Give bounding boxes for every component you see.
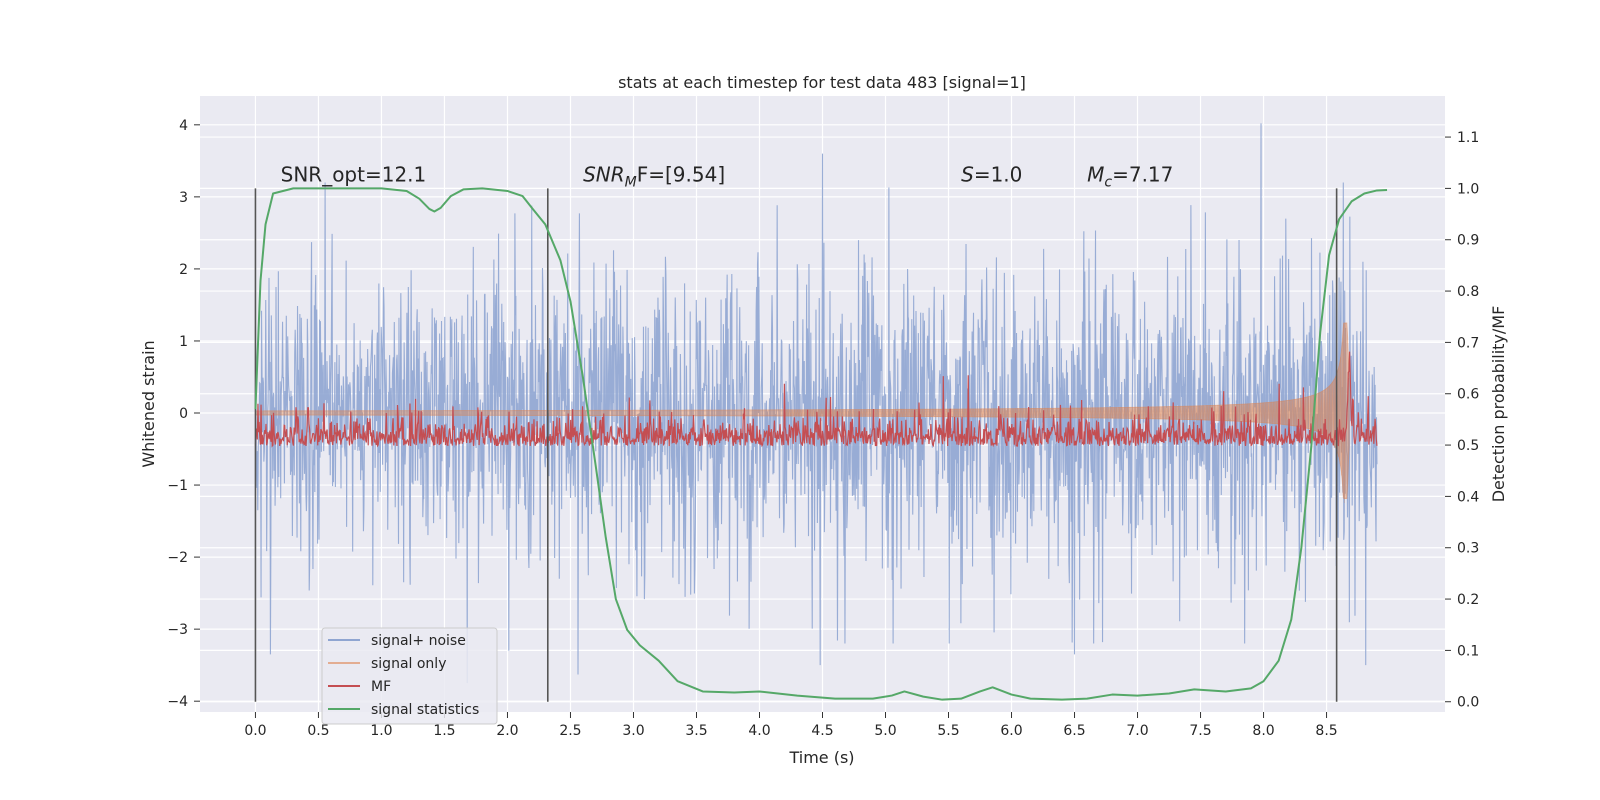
y2-tick-label: 0.6 — [1457, 387, 1479, 403]
x-tick-label: 8.5 — [1315, 723, 1337, 739]
chart-title: stats at each timestep for test data 483… — [618, 73, 1026, 92]
x-tick-label: 1.0 — [370, 723, 392, 739]
x-tick-label: 6.0 — [1000, 723, 1022, 739]
annotation-mc-sub: c — [1104, 174, 1112, 190]
x-tick-label: 0.0 — [244, 723, 266, 739]
x-tick-label: 5.0 — [874, 723, 896, 739]
x-tick-label: 3.0 — [622, 723, 644, 739]
x-tick-label: 7.0 — [1126, 723, 1148, 739]
annotation-snr-mf-rest: F=[9.54] — [637, 162, 725, 186]
y-tick-label: 3 — [179, 190, 188, 206]
annotation-mc-main: M — [1087, 162, 1104, 186]
y2-tick-label: 0.4 — [1457, 489, 1479, 505]
y-tick-label: −4 — [167, 694, 188, 710]
y-tick-label: −3 — [167, 622, 188, 638]
legend-label-signal: signal only — [371, 656, 446, 672]
annotation-mc-rest: =7.17 — [1112, 162, 1173, 186]
x-tick-label: 8.0 — [1252, 723, 1274, 739]
y-axis-label: Whitened strain — [139, 340, 158, 467]
x-tick-label: 3.5 — [685, 723, 707, 739]
y2-tick-label: 0.1 — [1457, 643, 1479, 659]
y2-axis-label: Detection probability/MF — [1489, 306, 1508, 503]
annotation-s-rest: =1.0 — [974, 162, 1023, 186]
legend-label-noise: signal+ noise — [371, 633, 466, 649]
ticks: 0.0 0.5 1.0 1.5 2.0 2.5 3.0 3.5 4.0 4.5 5.0 5.5 6.0 6… — [167, 118, 1479, 739]
annotation-snr-mf-main: SNR — [583, 162, 625, 186]
y2-tick-label: 0.0 — [1457, 695, 1479, 711]
legend-label-mf: MF — [371, 679, 391, 695]
x-tick-label: 2.0 — [496, 723, 518, 739]
y-tick-label: 1 — [179, 334, 188, 350]
legend-label-stats: signal statistics — [371, 702, 479, 718]
x-tick-label: 0.5 — [307, 723, 329, 739]
signal-only-line — [784, 322, 1346, 504]
y2-tick-label: 0.8 — [1457, 284, 1479, 300]
noise-series-line — [254, 123, 1378, 684]
mf-series-line — [254, 351, 1378, 448]
x-tick-label: 4.0 — [748, 723, 770, 739]
annotation-s: S=1.0 — [961, 162, 1022, 186]
annotation-mc: Mc=7.17 — [1087, 162, 1173, 190]
legend: signal+ noise signal only MF signal stat… — [321, 627, 498, 725]
y2-tick-label: 0.9 — [1457, 233, 1479, 249]
series — [254, 123, 1388, 702]
y-tick-label: 2 — [179, 262, 188, 278]
annotation-snr-mf: SNRMF=[9.54] — [583, 162, 725, 190]
y-tick-label: 0 — [179, 406, 188, 422]
x-tick-label: 7.5 — [1189, 723, 1211, 739]
x-tick-label: 5.5 — [937, 723, 959, 739]
stats-series-line — [254, 187, 1388, 701]
y2-tick-label: 0.3 — [1457, 541, 1479, 557]
y2-tick-label: 0.5 — [1457, 438, 1479, 454]
annotations: SNR_opt=12.1 SNRMF=[9.54] S=1.0 Mc=7.17 — [281, 162, 1174, 190]
x-tick-label: 6.5 — [1063, 723, 1085, 739]
y-tick-label: −1 — [167, 478, 188, 494]
y2-tick-label: 0.2 — [1457, 592, 1479, 608]
legend-box — [321, 627, 498, 725]
x-tick-label: 1.5 — [433, 723, 455, 739]
y-tick-label: 4 — [179, 118, 188, 134]
annotation-snr-opt: SNR_opt=12.1 — [281, 162, 427, 186]
x-tick-label: 2.5 — [559, 723, 581, 739]
signal-only-envelope — [255, 322, 1350, 499]
annotation-snr-mf-sub: M — [625, 174, 637, 190]
x-tick-label: 4.5 — [811, 723, 833, 739]
y2-tick-label: 0.7 — [1457, 335, 1479, 351]
y2-tick-label: 1.0 — [1457, 181, 1479, 197]
y-tick-label: −2 — [167, 550, 188, 566]
x-axis-label: Time (s) — [788, 748, 854, 767]
y2-tick-label: 1.1 — [1457, 130, 1479, 146]
annotation-s-main: S — [961, 162, 974, 186]
